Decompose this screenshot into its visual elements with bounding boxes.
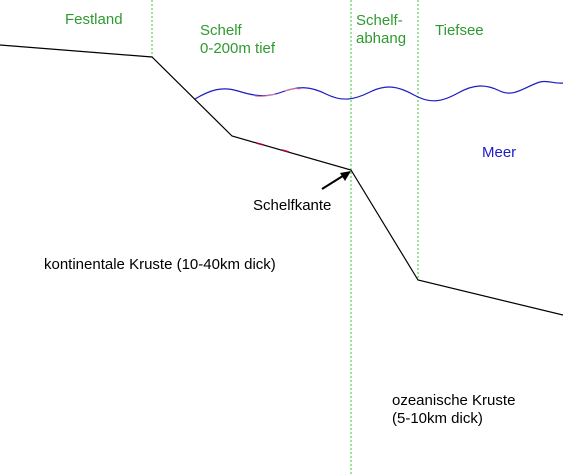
zone-label-schelf: Schelf (200, 22, 242, 39)
water-label-meer: Meer (482, 144, 517, 161)
schelfkante-arrow-head (340, 171, 351, 181)
ozeanische-kruste-thickness-label: (5-10km dick) (392, 410, 483, 427)
zone-label-festland: Festland (65, 11, 123, 28)
sea-surface-highlight (254, 93, 276, 97)
zone-label-schelf-depth: 0-200m tief (200, 40, 276, 57)
shelf-mark (255, 142, 265, 146)
schelfkante-label: Schelfkante (253, 197, 332, 214)
crust-profile-line (0, 44, 563, 316)
sea-surface-highlight (284, 88, 301, 92)
kontinentale-kruste-label: kontinentale Kruste (10-40km dick) (44, 256, 276, 273)
shelf-mark (281, 149, 290, 153)
zone-label-tiefsee: Tiefsee (435, 22, 484, 39)
ozeanische-kruste-label: ozeanische Kruste (392, 392, 516, 409)
zone-label-schelfabhang-2: abhang (356, 30, 407, 47)
schelfkante-arrow-shaft (321, 173, 347, 190)
sea-surface-wave (194, 80, 563, 102)
zone-label-schelfabhang: Schelf- (356, 12, 403, 29)
